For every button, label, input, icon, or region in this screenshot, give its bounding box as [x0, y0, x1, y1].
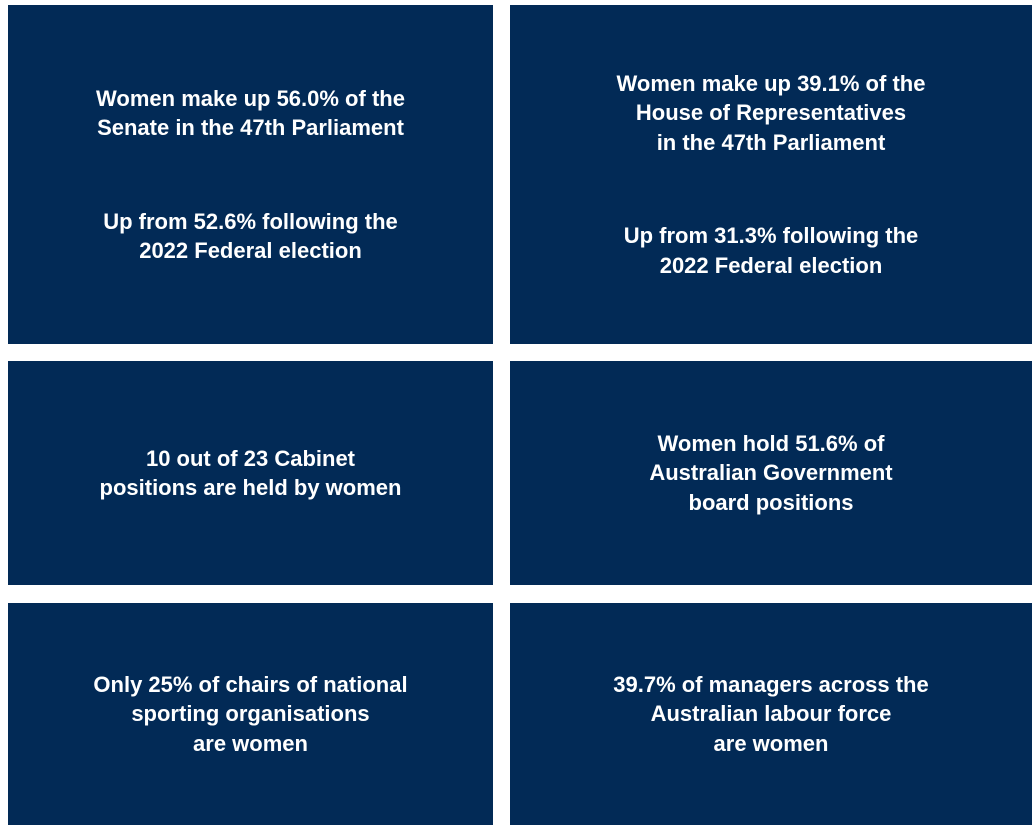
stat-text: Up from 31.3% following the — [623, 223, 919, 249]
stat-text: 10 out of 23 Cabinet — [145, 445, 356, 471]
stat-text: Women make up 39.1% of the — [616, 70, 926, 96]
stat-text: are women — [713, 730, 829, 756]
stat-text: Australian Government — [649, 460, 893, 486]
stat-tile: Women make up 56.0% of the Senate in the … — [8, 5, 493, 344]
stat-tile: 39.7% of managers across the Australian l… — [510, 603, 1032, 825]
stat-text: 2022 Federal election — [139, 238, 362, 263]
stat-text: Up from 52.6% following the — [103, 208, 398, 234]
stat-text: 2022 Federal election — [659, 252, 883, 278]
stat-paragraph: Women make up 56.0% of the Senate in the … — [96, 84, 405, 143]
stat-text: Only 25% of chairs of national — [93, 671, 408, 697]
stat-tile: Only 25% of chairs of national sporting o… — [8, 603, 493, 825]
stat-tile: Women make up 39.1% of the House of Repre… — [510, 5, 1032, 344]
stat-text: in the 47th Parliament — [656, 129, 886, 155]
stat-paragraph: 39.7% of managers across the Australian l… — [613, 670, 928, 759]
stat-paragraph: Up from 31.3% following the 2022 Federal … — [624, 221, 919, 280]
stat-text: Senate in the 47th Parliament — [97, 115, 404, 140]
stat-text: positions are held by women — [99, 475, 402, 500]
stat-paragraph: Up from 52.6% following the 2022 Federal … — [103, 207, 398, 266]
stat-paragraph: 10 out of 23 Cabinet positions are held b… — [100, 444, 402, 503]
stat-text: House of Representatives — [635, 100, 907, 126]
stat-text: 39.7% of managers across the — [613, 671, 929, 697]
stat-paragraph: Women make up 39.1% of the House of Repre… — [617, 69, 926, 158]
stat-text: Australian labour force — [650, 701, 892, 727]
stat-text: board positions — [688, 489, 854, 515]
stat-tile: 10 out of 23 Cabinet positions are held b… — [8, 361, 493, 585]
stat-text: sporting organisations — [131, 701, 370, 727]
stat-paragraph: Only 25% of chairs of national sporting o… — [93, 670, 407, 759]
stat-text: Women make up 56.0% of the — [96, 85, 405, 111]
stat-text: Women hold 51.6% of — [657, 430, 885, 456]
stat-text: are women — [193, 730, 308, 756]
stat-tile: Women hold 51.6% of Australian Government… — [510, 361, 1032, 585]
stat-paragraph: Women hold 51.6% of Australian Government… — [649, 429, 892, 518]
